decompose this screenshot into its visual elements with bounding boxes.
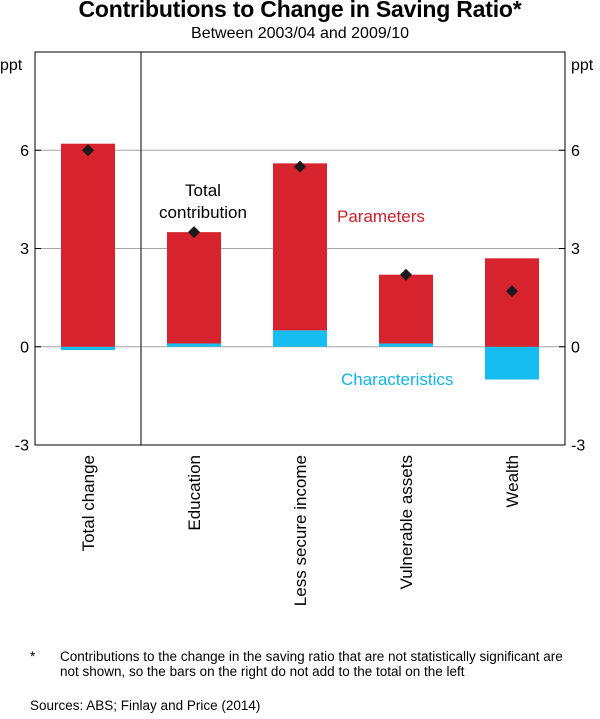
bar-layer <box>61 143 539 380</box>
category-label-2: Less secure income <box>291 455 310 606</box>
chart-svg: ppt ppt Total contribution Parameters Ch… <box>0 51 594 606</box>
footnote-text: Contributions to the change in the savin… <box>60 649 563 679</box>
ticklabel-layer: -3 -3 0 0 3 3 6 6 <box>15 143 586 455</box>
category-label-0: Total change <box>79 455 98 551</box>
y-tick-label-left: 6 <box>20 143 29 160</box>
chart-subtitle: Between 2003/04 and 2009/10 <box>191 25 409 42</box>
footnote: * Contributions to the change in the sav… <box>30 649 570 679</box>
bar-characteristics-4 <box>485 346 539 380</box>
bar-characteristics-1 <box>167 343 221 347</box>
bar-parameters-4 <box>485 258 539 347</box>
total-contribution-marker-2 <box>294 160 306 173</box>
annotation-total-line2: contribution <box>159 203 247 222</box>
y-tick-label-right: 3 <box>571 241 580 258</box>
chart-title: Contributions to Change in Saving Ratio* <box>78 0 522 22</box>
bar-characteristics-2 <box>273 330 327 347</box>
bar-characteristics-0 <box>61 346 115 351</box>
y-axis-unit-left: ppt <box>0 57 23 74</box>
y-tick-label-right: 0 <box>571 339 580 356</box>
y-axis-unit-right: ppt <box>571 57 594 74</box>
bar-parameters-3 <box>379 274 433 344</box>
footnote-marker: * <box>30 649 36 664</box>
plot-frame <box>34 51 566 446</box>
total-contribution-marker-0 <box>82 144 94 157</box>
bar-characteristics-3 <box>379 343 433 347</box>
sources: Sources: ABS; Finlay and Price (2014) <box>30 698 261 713</box>
text-layer: ppt ppt Total contribution Parameters Ch… <box>0 57 594 389</box>
marker-layer <box>82 144 518 298</box>
y-tick-label-right: 6 <box>571 143 580 160</box>
total-contribution-marker-3 <box>400 268 412 281</box>
annotation-characteristics: Characteristics <box>341 370 453 389</box>
y-tick-label-left: -3 <box>15 438 29 455</box>
annotation-total-line1: Total <box>185 181 221 200</box>
bar-parameters-0 <box>61 143 115 347</box>
y-tick-label-left: 0 <box>20 339 29 356</box>
annotation-parameters: Parameters <box>337 207 425 226</box>
total-contribution-marker-1 <box>188 226 200 239</box>
y-tick-label-left: 3 <box>20 241 29 258</box>
bar-parameters-2 <box>273 163 327 331</box>
category-layer: Total change Education Less secure income V… <box>79 455 522 606</box>
category-label-4: Wealth <box>503 455 522 508</box>
category-label-1: Education <box>185 455 204 531</box>
total-contribution-marker-4 <box>506 285 518 298</box>
y-tick-label-right: -3 <box>571 438 585 455</box>
bar-parameters-1 <box>167 232 221 344</box>
category-label-3: Vulnerable assets <box>397 455 416 590</box>
